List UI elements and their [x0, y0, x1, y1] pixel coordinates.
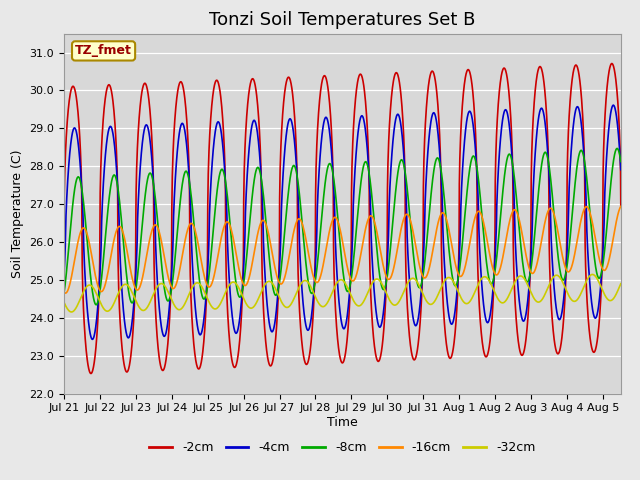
- -2cm: [426, 74, 434, 80]
- -16cm: [93, 279, 100, 285]
- -4cm: [88, 336, 96, 342]
- Line: -2cm: -2cm: [64, 63, 621, 373]
- -32cm: [68, 309, 76, 315]
- -8cm: [617, 159, 625, 165]
- -32cm: [617, 281, 625, 287]
- Legend: -2cm, -4cm, -8cm, -16cm, -32cm: -2cm, -4cm, -8cm, -16cm, -32cm: [145, 436, 540, 459]
- -32cm: [589, 272, 596, 277]
- -4cm: [532, 147, 540, 153]
- -8cm: [598, 269, 605, 275]
- -32cm: [426, 301, 434, 307]
- -2cm: [608, 60, 616, 66]
- -16cm: [409, 228, 417, 234]
- -8cm: [613, 145, 621, 151]
- -2cm: [532, 85, 540, 91]
- Y-axis label: Soil Temperature (C): Soil Temperature (C): [11, 149, 24, 278]
- -8cm: [60, 290, 68, 296]
- Line: -32cm: -32cm: [64, 275, 621, 312]
- -16cm: [598, 264, 605, 270]
- -8cm: [426, 204, 434, 210]
- X-axis label: Time: Time: [327, 416, 358, 429]
- Text: TZ_fmet: TZ_fmet: [75, 44, 132, 58]
- -16cm: [532, 266, 540, 272]
- Title: Tonzi Soil Temperatures Set B: Tonzi Soil Temperatures Set B: [209, 11, 476, 29]
- -4cm: [93, 313, 100, 319]
- -4cm: [409, 314, 417, 320]
- -16cm: [346, 274, 354, 279]
- -32cm: [409, 276, 417, 281]
- -4cm: [346, 287, 354, 292]
- Line: -4cm: -4cm: [64, 105, 621, 339]
- -8cm: [409, 247, 417, 253]
- -16cm: [60, 289, 68, 295]
- -2cm: [409, 355, 417, 361]
- -4cm: [617, 167, 625, 173]
- -2cm: [87, 371, 95, 376]
- Line: -16cm: -16cm: [64, 206, 621, 293]
- -8cm: [346, 284, 354, 290]
- -4cm: [609, 102, 617, 108]
- -32cm: [598, 286, 605, 291]
- -16cm: [617, 204, 625, 209]
- -32cm: [93, 292, 100, 298]
- -16cm: [61, 290, 69, 296]
- -2cm: [617, 204, 625, 210]
- -4cm: [598, 271, 605, 276]
- -2cm: [93, 332, 100, 337]
- -4cm: [426, 127, 434, 132]
- -32cm: [60, 300, 68, 305]
- -8cm: [93, 301, 100, 307]
- -8cm: [92, 302, 100, 308]
- -32cm: [532, 298, 540, 303]
- -8cm: [532, 223, 540, 229]
- Line: -8cm: -8cm: [64, 148, 621, 305]
- -2cm: [598, 277, 605, 283]
- -2cm: [60, 228, 68, 234]
- -32cm: [346, 289, 354, 295]
- -4cm: [60, 273, 68, 278]
- -2cm: [346, 297, 354, 302]
- -16cm: [426, 263, 434, 268]
